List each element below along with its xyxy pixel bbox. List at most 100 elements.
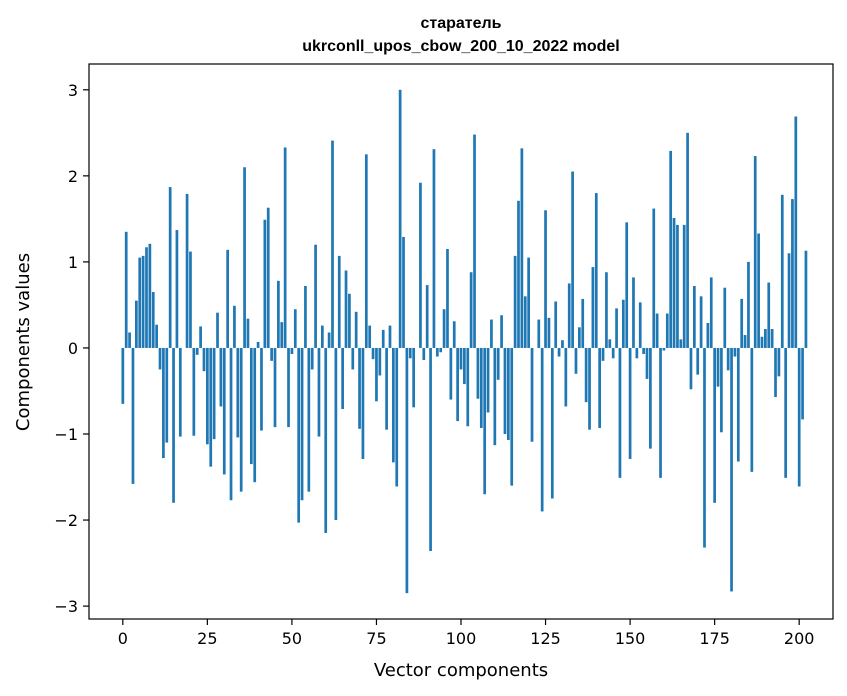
bar (561, 340, 564, 348)
bar (787, 253, 791, 348)
bar (385, 347, 388, 430)
bar (348, 293, 351, 348)
bar (540, 347, 544, 512)
bar (239, 347, 243, 492)
bar (628, 347, 632, 459)
bar (246, 318, 250, 348)
bar (378, 347, 382, 376)
bar (263, 219, 267, 348)
bar (527, 257, 530, 348)
bar (192, 347, 196, 436)
bar (249, 347, 253, 465)
bar (435, 347, 439, 357)
bar (266, 207, 270, 348)
bar (324, 347, 328, 533)
bar (578, 327, 581, 348)
bar (767, 282, 771, 348)
bar (452, 321, 456, 348)
bar (601, 347, 605, 361)
bar (611, 347, 615, 359)
bar (682, 224, 686, 348)
bar (162, 347, 165, 459)
bar (172, 347, 175, 503)
bar (145, 247, 148, 348)
bar (632, 277, 635, 348)
bar (486, 347, 490, 413)
bar (588, 347, 591, 430)
bar (229, 347, 233, 501)
x-tick-label: 175 (699, 629, 730, 648)
bar (804, 250, 808, 348)
bar (669, 150, 673, 348)
bar (469, 272, 473, 348)
bar (506, 347, 510, 441)
x-axis-ticks: 0 25 50 75 100 125 150 175 200 (118, 619, 815, 648)
chart-title: старатель (420, 15, 501, 32)
bar (642, 347, 645, 354)
bar (398, 89, 402, 348)
x-tick-label: 200 (784, 629, 815, 648)
bar (280, 322, 284, 348)
bar (195, 347, 199, 355)
y-tick-label: 1 (68, 253, 78, 272)
bar (351, 347, 355, 370)
bar (730, 347, 733, 592)
bar (395, 347, 399, 487)
bar (175, 230, 179, 348)
bar (716, 347, 720, 387)
bar (699, 296, 703, 348)
x-tick-label: 50 (282, 629, 302, 648)
bar (270, 347, 273, 361)
bar (361, 347, 365, 459)
x-tick-label: 150 (615, 629, 646, 648)
bar (662, 347, 666, 351)
bar (496, 347, 500, 380)
bar (743, 335, 747, 348)
bar (584, 347, 588, 403)
bar (567, 283, 571, 348)
bar (432, 149, 436, 348)
bar (419, 182, 422, 348)
bar (405, 347, 409, 594)
bar (733, 347, 737, 357)
bar (750, 347, 754, 472)
bar (547, 317, 551, 348)
bar (429, 347, 432, 552)
bar (510, 347, 514, 486)
y-tick-label: 3 (68, 81, 78, 100)
bar (337, 255, 341, 348)
bar (219, 347, 223, 407)
bar (185, 193, 189, 348)
bar (473, 134, 476, 348)
bar (679, 339, 683, 348)
bar (236, 347, 240, 438)
bar (757, 233, 760, 348)
bar (692, 286, 696, 348)
bar (402, 236, 405, 348)
bar (689, 347, 693, 390)
bar (320, 325, 324, 348)
bar (277, 280, 280, 348)
bar (151, 292, 155, 348)
bar (544, 210, 547, 348)
bar (466, 347, 470, 427)
bar (358, 347, 361, 429)
x-tick-label: 75 (366, 629, 386, 648)
bar (784, 347, 788, 478)
bar (202, 347, 206, 372)
bar (797, 347, 801, 487)
bar (158, 347, 162, 370)
bar (801, 347, 804, 420)
bar (273, 347, 277, 428)
bar (243, 167, 246, 348)
bar (209, 347, 213, 467)
bar (341, 347, 344, 410)
bar (696, 347, 700, 375)
bar (659, 347, 662, 478)
bar (371, 347, 375, 360)
x-tick-label: 25 (197, 629, 217, 648)
bar (368, 325, 372, 348)
bar (625, 222, 629, 348)
bar (128, 332, 131, 348)
bar (456, 347, 459, 422)
